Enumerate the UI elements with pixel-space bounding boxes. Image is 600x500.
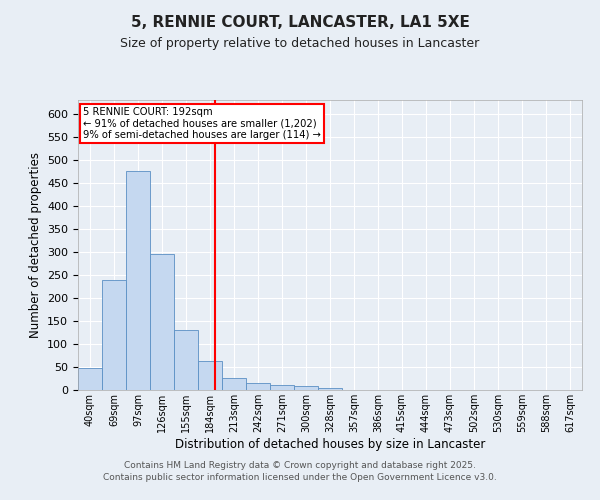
Text: Size of property relative to detached houses in Lancaster: Size of property relative to detached ho… <box>121 38 479 51</box>
Bar <box>294 386 318 390</box>
X-axis label: Distribution of detached houses by size in Lancaster: Distribution of detached houses by size … <box>175 438 485 450</box>
Text: 5 RENNIE COURT: 192sqm
← 91% of detached houses are smaller (1,202)
9% of semi-d: 5 RENNIE COURT: 192sqm ← 91% of detached… <box>83 108 321 140</box>
Bar <box>222 378 246 390</box>
Bar <box>150 254 174 390</box>
Bar <box>198 361 222 390</box>
Bar <box>270 386 294 390</box>
Bar <box>318 388 342 390</box>
Bar <box>78 368 102 390</box>
Text: 5, RENNIE COURT, LANCASTER, LA1 5XE: 5, RENNIE COURT, LANCASTER, LA1 5XE <box>131 15 469 30</box>
Bar <box>102 280 126 390</box>
Bar <box>246 383 270 390</box>
Bar <box>174 330 198 390</box>
Text: Contains HM Land Registry data © Crown copyright and database right 2025.
Contai: Contains HM Land Registry data © Crown c… <box>103 461 497 482</box>
Y-axis label: Number of detached properties: Number of detached properties <box>29 152 41 338</box>
Bar <box>126 172 150 390</box>
